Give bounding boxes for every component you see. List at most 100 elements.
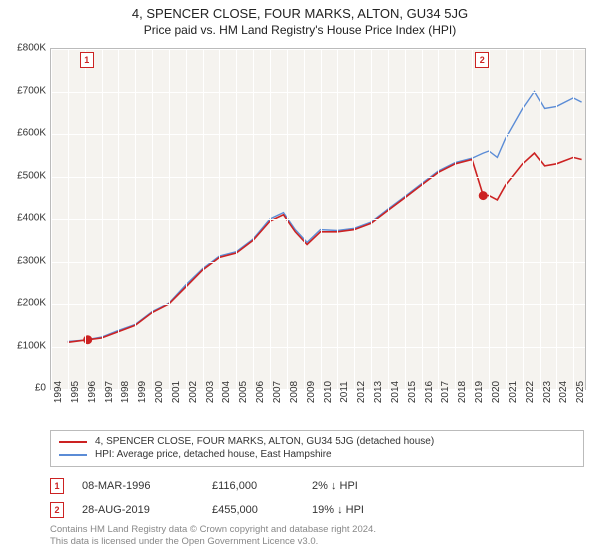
y-axis-label: £400K [2,213,46,224]
gridline-v [253,49,254,389]
transaction-date: 08-MAR-1996 [82,480,212,492]
gridline-v [85,49,86,389]
x-axis-label: 2004 [221,381,232,403]
chart-title: 4, SPENCER CLOSE, FOUR MARKS, ALTON, GU3… [0,0,600,21]
transaction-diff: 2% ↓ HPI [312,480,432,492]
x-axis-label: 2009 [306,381,317,403]
x-axis-label: 2016 [424,381,435,403]
gridline-v [287,49,288,389]
x-axis-label: 2010 [323,381,334,403]
transaction-price: £116,000 [212,480,312,492]
legend-swatch-property [59,441,87,443]
series-line [68,153,582,342]
gridline-v [489,49,490,389]
transaction-list: 1 08-MAR-1996 £116,000 2% ↓ HPI 2 28-AUG… [50,474,584,522]
x-axis-label: 2023 [542,381,553,403]
x-axis-label: 2007 [272,381,283,403]
x-axis-label: 2013 [373,381,384,403]
x-axis-label: 2008 [289,381,300,403]
x-axis-label: 2021 [508,381,519,403]
gridline-v [270,49,271,389]
y-axis-label: £100K [2,340,46,351]
x-axis-label: 1996 [87,381,98,403]
y-axis-label: £800K [2,43,46,54]
x-axis-label: 1994 [53,381,64,403]
x-axis-label: 2017 [440,381,451,403]
gridline-v [472,49,473,389]
price-chart-container: 4, SPENCER CLOSE, FOUR MARKS, ALTON, GU3… [0,0,600,560]
chart-subtitle: Price paid vs. HM Land Registry's House … [0,21,600,41]
gridline-v [388,49,389,389]
y-axis-label: £500K [2,170,46,181]
x-axis-label: 2014 [390,381,401,403]
x-axis-label: 2022 [525,381,536,403]
x-axis-label: 1995 [70,381,81,403]
x-axis-label: 2024 [558,381,569,403]
legend: 4, SPENCER CLOSE, FOUR MARKS, ALTON, GU3… [50,430,584,467]
gridline-v [203,49,204,389]
gridline-v [455,49,456,389]
plot-area [50,48,586,390]
x-axis-label: 1999 [137,381,148,403]
gridline-v [51,49,52,389]
transaction-marker-box: 2 [475,52,489,68]
y-axis-label: £700K [2,85,46,96]
gridline-v [523,49,524,389]
x-axis-label: 2025 [575,381,586,403]
x-axis-label: 2019 [474,381,485,403]
x-axis-label: 2005 [238,381,249,403]
gridline-v [321,49,322,389]
gridline-v [506,49,507,389]
x-axis-label: 2018 [457,381,468,403]
transaction-row: 2 28-AUG-2019 £455,000 19% ↓ HPI [50,498,584,522]
gridline-v [422,49,423,389]
gridline-v [371,49,372,389]
x-axis-label: 2020 [491,381,502,403]
gridline-v [68,49,69,389]
gridline-v [337,49,338,389]
x-axis-label: 2000 [154,381,165,403]
transaction-marker-1: 1 [50,478,64,494]
x-axis-label: 2001 [171,381,182,403]
gridline-v [169,49,170,389]
legend-label-hpi: HPI: Average price, detached house, East… [95,449,332,460]
x-axis-label: 2006 [255,381,266,403]
y-axis-label: £0 [2,383,46,394]
gridline-v [186,49,187,389]
gridline-v [102,49,103,389]
transaction-marker-2: 2 [50,502,64,518]
license-text: Contains HM Land Registry data © Crown c… [50,524,584,549]
gridline-v [540,49,541,389]
transaction-price: £455,000 [212,504,312,516]
transaction-date: 28-AUG-2019 [82,504,212,516]
gridline-v [152,49,153,389]
gridline-v [438,49,439,389]
gridline-v [118,49,119,389]
gridline-h [51,389,585,390]
legend-row-hpi: HPI: Average price, detached house, East… [59,448,575,461]
y-axis-label: £200K [2,298,46,309]
license-line1: Contains HM Land Registry data © Crown c… [50,524,584,536]
legend-label-property: 4, SPENCER CLOSE, FOUR MARKS, ALTON, GU3… [95,436,434,447]
x-axis-label: 2003 [205,381,216,403]
legend-row-property: 4, SPENCER CLOSE, FOUR MARKS, ALTON, GU3… [59,435,575,448]
gridline-v [236,49,237,389]
transaction-marker-box: 1 [80,52,94,68]
transaction-diff: 19% ↓ HPI [312,504,432,516]
x-axis-label: 2015 [407,381,418,403]
gridline-v [573,49,574,389]
x-axis-label: 2011 [339,381,350,403]
transaction-dot [479,191,488,200]
x-axis-label: 2002 [188,381,199,403]
y-axis-label: £300K [2,255,46,266]
x-axis-label: 1997 [104,381,115,403]
y-axis-label: £600K [2,128,46,139]
gridline-v [219,49,220,389]
transaction-row: 1 08-MAR-1996 £116,000 2% ↓ HPI [50,474,584,498]
gridline-v [405,49,406,389]
x-axis-label: 1998 [120,381,131,403]
x-axis-label: 2012 [356,381,367,403]
gridline-v [135,49,136,389]
gridline-v [304,49,305,389]
license-line2: This data is licensed under the Open Gov… [50,536,584,548]
